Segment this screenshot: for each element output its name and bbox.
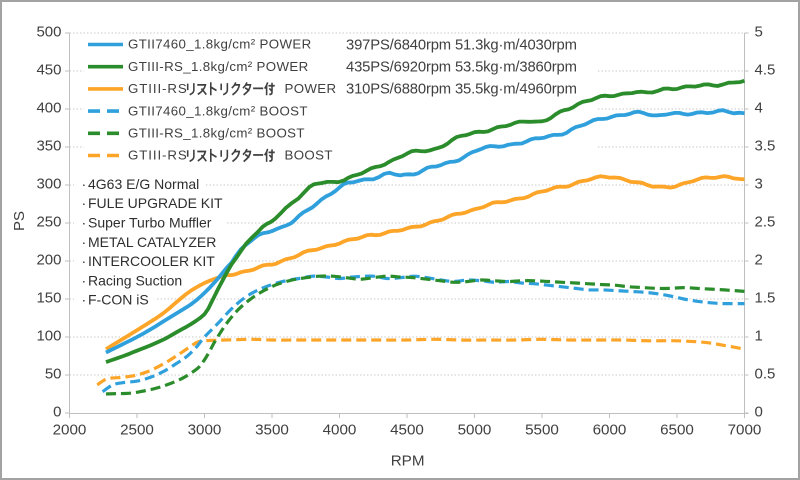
svg-text:200: 200 <box>36 252 61 269</box>
svg-text:3: 3 <box>755 176 763 193</box>
svg-text:3000: 3000 <box>188 421 222 438</box>
svg-text:3.5: 3.5 <box>755 138 776 155</box>
svg-text:1: 1 <box>755 328 763 345</box>
svg-text:2.5: 2.5 <box>755 214 776 231</box>
svg-text:5000: 5000 <box>458 421 492 438</box>
svg-text:2500: 2500 <box>120 421 154 438</box>
svg-text:350: 350 <box>36 138 61 155</box>
svg-text:5: 5 <box>755 24 763 41</box>
svg-text:5500: 5500 <box>525 421 559 438</box>
svg-text:Racing Suction: Racing Suction <box>88 272 182 288</box>
svg-text:GTIII-RS: GTIII-RS <box>128 148 188 163</box>
svg-text:4: 4 <box>755 100 763 117</box>
svg-text:GTII7460_1.8kg/cm² POWER: GTII7460_1.8kg/cm² POWER <box>128 37 312 52</box>
svg-text:450: 450 <box>36 62 61 79</box>
svg-text:·: · <box>82 195 87 211</box>
svg-text:0: 0 <box>53 404 61 421</box>
svg-text:·: · <box>82 176 87 192</box>
svg-text:500: 500 <box>36 24 61 41</box>
svg-text:7000: 7000 <box>728 421 762 438</box>
svg-text:300: 300 <box>36 176 61 193</box>
svg-text:100: 100 <box>36 328 61 345</box>
svg-text:GTII7460_1.8kg/cm² BOOST: GTII7460_1.8kg/cm² BOOST <box>128 103 308 118</box>
svg-text:3500: 3500 <box>255 421 289 438</box>
svg-text:·: · <box>82 253 87 269</box>
svg-text:50: 50 <box>45 366 62 383</box>
svg-text:PS: PS <box>11 211 28 231</box>
svg-text:GTIII-RS: GTIII-RS <box>128 81 188 96</box>
svg-text:F-CON iS: F-CON iS <box>88 292 149 308</box>
svg-text:435PS/6920rpm 53.5kg·m/3860rpm: 435PS/6920rpm 53.5kg·m/3860rpm <box>346 60 577 76</box>
svg-text:6000: 6000 <box>593 421 627 438</box>
svg-text:RPM: RPM <box>391 453 425 470</box>
svg-text:BOOST: BOOST <box>285 148 333 163</box>
svg-text:2000: 2000 <box>53 421 87 438</box>
svg-text:POWER: POWER <box>285 81 337 96</box>
svg-text:2: 2 <box>755 252 763 269</box>
svg-text:0.5: 0.5 <box>755 366 776 383</box>
svg-text:·: · <box>82 292 87 308</box>
svg-text:1.5: 1.5 <box>755 290 776 307</box>
svg-text:397PS/6840rpm 51.3kg·m/4030rpm: 397PS/6840rpm 51.3kg·m/4030rpm <box>346 37 577 53</box>
svg-text:310PS/6880rpm 35.5kg·m/4960rpm: 310PS/6880rpm 35.5kg·m/4960rpm <box>346 82 577 98</box>
svg-text:Super Turbo Muffler: Super Turbo Muffler <box>88 215 212 231</box>
svg-text:·: · <box>82 215 87 231</box>
svg-text:4G63 E/G Normal: 4G63 E/G Normal <box>88 176 199 192</box>
svg-text:INTERCOOLER KIT: INTERCOOLER KIT <box>88 253 215 269</box>
svg-text:GTIII-RS_1.8kg/cm² BOOST: GTIII-RS_1.8kg/cm² BOOST <box>128 126 305 141</box>
svg-text:0: 0 <box>755 404 763 421</box>
svg-text:METAL CATALYZER: METAL CATALYZER <box>88 234 216 250</box>
svg-text:·: · <box>82 234 87 250</box>
svg-text:GTIII-RS_1.8kg/cm² POWER: GTIII-RS_1.8kg/cm² POWER <box>128 59 309 74</box>
svg-text:FULE UPGRADE KIT: FULE UPGRADE KIT <box>88 195 223 211</box>
svg-text:4500: 4500 <box>390 421 424 438</box>
svg-text:4000: 4000 <box>323 421 357 438</box>
svg-text:·: · <box>82 272 87 288</box>
svg-text:4.5: 4.5 <box>755 62 776 79</box>
svg-text:6500: 6500 <box>660 421 694 438</box>
svg-text:250: 250 <box>36 214 61 231</box>
svg-text:400: 400 <box>36 100 61 117</box>
svg-text:150: 150 <box>36 290 61 307</box>
